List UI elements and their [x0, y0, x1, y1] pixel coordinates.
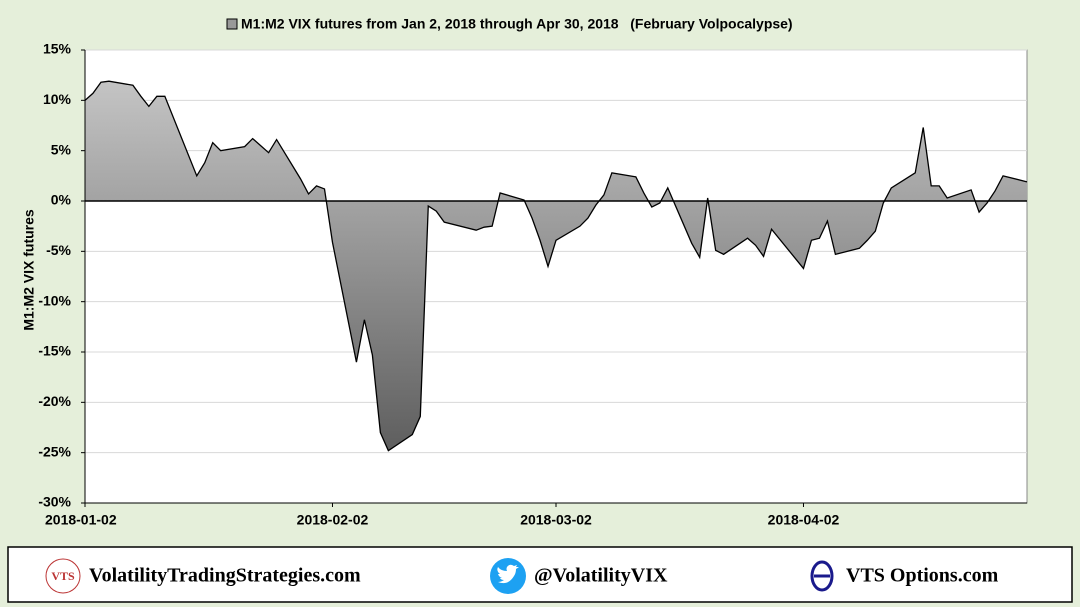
x-tick-label: 2018-03-02	[520, 512, 592, 528]
legend-swatch	[226, 18, 238, 30]
footer-site: VolatilityTradingStrategies.com	[89, 565, 361, 587]
y-tick-label: 15%	[43, 41, 72, 57]
logo-circle	[45, 558, 81, 594]
y-tick-label: 5%	[51, 141, 72, 157]
y-tick-label: -20%	[38, 393, 71, 409]
line	[84, 80, 1028, 452]
y-tick-label: -30%	[38, 494, 71, 510]
footer-twitter: @VolatilityVIX	[534, 565, 668, 587]
y-tick-label: -15%	[38, 343, 71, 359]
theta-icon	[810, 560, 834, 592]
y-tick-label: 0%	[51, 192, 72, 208]
y-tick-label: -10%	[38, 292, 71, 308]
plot-area	[84, 49, 1028, 504]
y-axis-label: M1:M2 VIX futures	[21, 209, 37, 331]
x-tick-label: 2018-01-02	[45, 512, 117, 528]
y-tick-label: -5%	[46, 242, 71, 258]
logo-text: VTS	[51, 569, 75, 583]
chart-title: M1:M2 VIX futures from Jan 2, 2018 throu…	[241, 16, 793, 32]
x-tick-label: 2018-04-02	[768, 512, 840, 528]
footer-options: VTS Options.com	[846, 565, 999, 587]
y-tick-label: 10%	[43, 91, 72, 107]
twitter-bird	[497, 564, 519, 584]
x-tick-label: 2018-02-02	[297, 512, 369, 528]
footer-box	[7, 546, 1073, 603]
y-tick-label: -25%	[38, 443, 71, 459]
